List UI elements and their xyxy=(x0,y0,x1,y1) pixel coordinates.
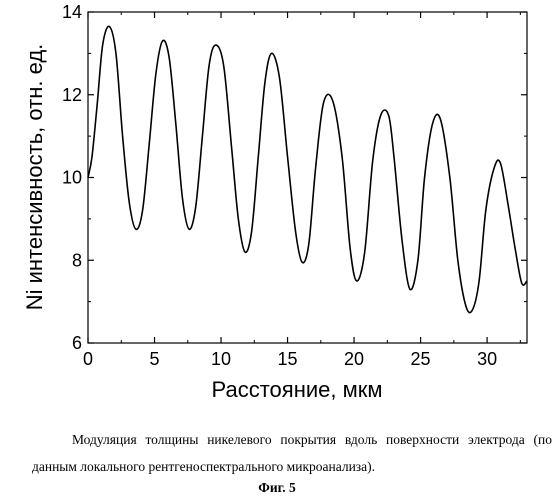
chart: 0 5 10 15 20 25 30 6 8 10 12 14 Расстояние, мкм Ni… xyxy=(0,0,554,420)
y-tick-label: 6 xyxy=(72,333,82,353)
x-tick-label: 30 xyxy=(477,349,497,369)
y-tick-label: 12 xyxy=(62,85,82,105)
series-line xyxy=(88,26,527,312)
y-tick-label: 10 xyxy=(62,168,82,188)
x-tick-label: 25 xyxy=(411,349,431,369)
series-layer xyxy=(88,26,527,312)
x-tick-label: 20 xyxy=(344,349,364,369)
x-tick-label: 15 xyxy=(278,349,298,369)
y-tick-label: 8 xyxy=(72,250,82,270)
x-tick-label: 0 xyxy=(83,349,93,369)
y-axis-ticks: 6 8 10 12 14 xyxy=(62,2,527,353)
figure-label: Фиг. 5 xyxy=(0,480,554,496)
y-tick-label: 14 xyxy=(62,2,82,22)
x-tick-label: 5 xyxy=(150,349,160,369)
x-axis-ticks: 0 5 10 15 20 25 30 xyxy=(83,12,520,369)
x-axis-title: Расстояние, мкм xyxy=(212,377,383,402)
x-tick-label: 10 xyxy=(211,349,231,369)
figure-caption: Модуляция толщины никелевого покрытия вд… xyxy=(32,426,552,480)
y-axis-title: Ni интенсивность, отн. ед. xyxy=(22,44,47,311)
plot-frame xyxy=(88,12,527,343)
